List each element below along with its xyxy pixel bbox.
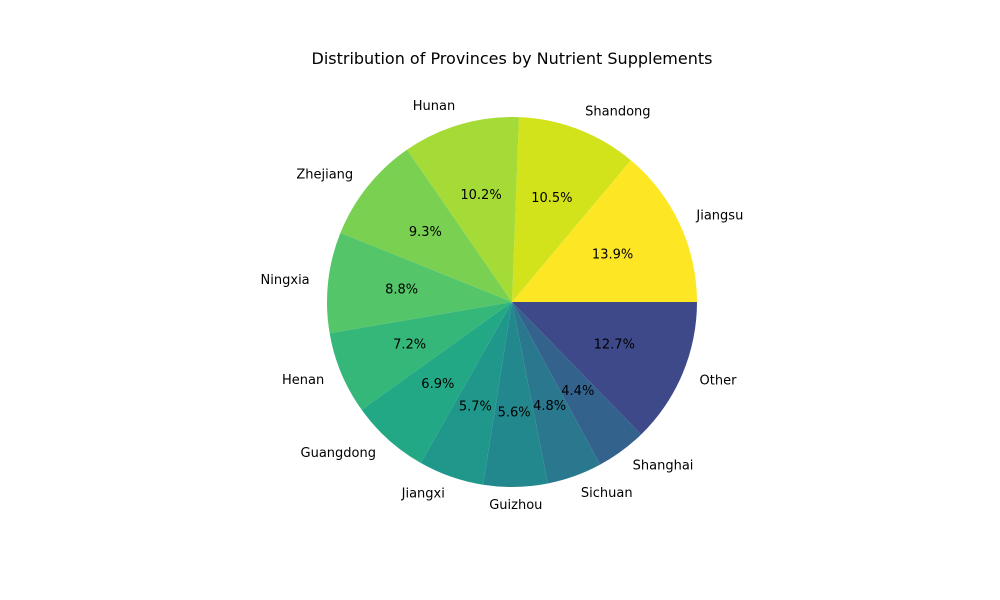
slice-label-shanghai: Shanghai <box>633 458 694 473</box>
percent-label-guangdong: 6.9% <box>421 377 454 392</box>
percent-label-henan: 7.2% <box>393 337 426 352</box>
percent-label-sichuan: 4.8% <box>533 399 566 414</box>
slice-labels: Jiangsu Shandong Hunan Zhejiang Ningxia Henan… <box>261 99 744 513</box>
pie-slice-guizhou <box>483 302 548 487</box>
slice-label-shandong: Shandong <box>585 105 650 120</box>
slice-label-hunan: Hunan <box>413 99 455 114</box>
pie-slice-shanghai <box>512 302 642 465</box>
pie-slice-guangdong <box>361 302 512 463</box>
slice-label-guizhou: Guizhou <box>489 498 542 513</box>
slice-label-guangdong: Guangdong <box>301 446 376 461</box>
percent-label-shanghai: 4.4% <box>561 384 594 399</box>
slice-label-other: Other <box>700 374 738 389</box>
percent-label-guizhou: 5.6% <box>498 405 531 420</box>
pie-slice-jiangsu <box>512 160 697 302</box>
percent-label-jiangsu: 13.9% <box>592 248 633 263</box>
percent-labels: 13.9%10.5%10.2%9.3%8.8%7.2%6.9%5.7% 5.6% 4… <box>385 188 635 421</box>
pie-slice-jiangxi <box>420 302 512 485</box>
slice-label-jiangsu: Jiangsu <box>695 208 743 223</box>
pie-slice-shandong <box>512 117 631 303</box>
pie-slice-hunan <box>407 117 519 302</box>
percent-label-hunan: 10.2% <box>460 188 501 203</box>
pie-slices <box>327 117 697 487</box>
slice-label-henan: Henan <box>282 373 324 388</box>
slice-label-ningxia: Ningxia <box>261 273 310 288</box>
percent-label-other: 12.7% <box>594 338 635 353</box>
slice-label-sichuan: Sichuan <box>581 486 633 501</box>
pie-slice-henan <box>329 302 512 410</box>
percent-label-shandong: 10.5% <box>531 191 572 206</box>
percent-label-ningxia: 8.8% <box>385 283 418 298</box>
chart-title: Distribution of Provinces by Nutrient Su… <box>312 49 713 68</box>
pie-slice-ningxia <box>327 232 512 334</box>
percent-label-zhejiang: 9.3% <box>409 225 442 240</box>
percent-label-jiangxi: 5.7% <box>459 399 492 414</box>
slice-label-jiangxi: Jiangxi <box>401 487 445 502</box>
slice-label-zhejiang: Zhejiang <box>296 167 353 182</box>
pie-slice-zhejiang <box>340 149 512 302</box>
pie-slice-other <box>512 302 697 435</box>
pie-slice-sichuan <box>512 302 601 484</box>
